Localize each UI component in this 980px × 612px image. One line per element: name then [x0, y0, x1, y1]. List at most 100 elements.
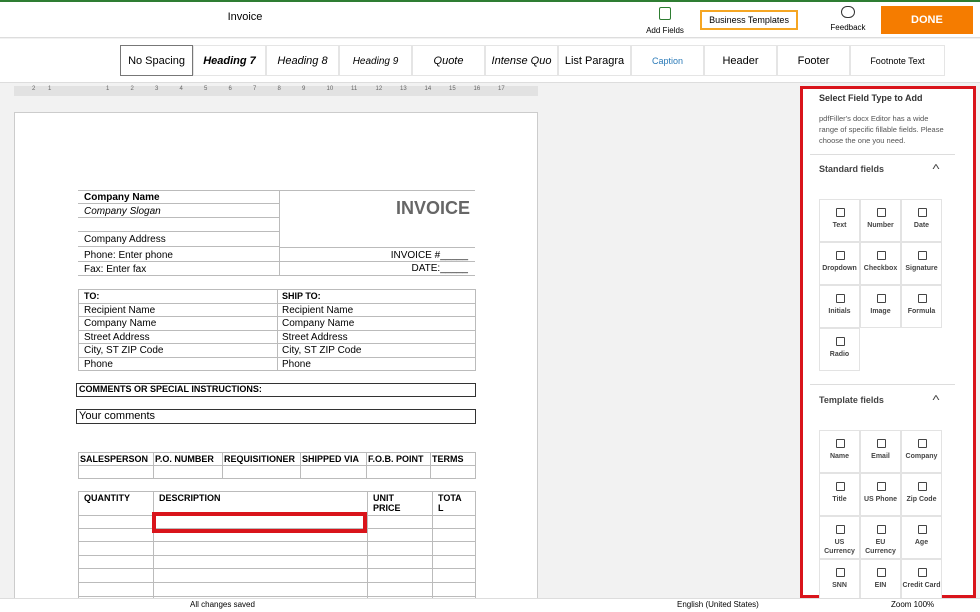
company-line: Company Slogan	[84, 206, 161, 217]
style-option[interactable]: Caption	[631, 45, 704, 76]
field-icon	[877, 525, 886, 534]
table-border	[78, 217, 280, 218]
field-button[interactable]: Image	[860, 285, 901, 328]
add-fields-icon[interactable]	[659, 7, 671, 20]
field-icon	[836, 208, 845, 217]
style-option[interactable]: Intense Quo	[485, 45, 558, 76]
field-label: Text	[832, 222, 847, 229]
company-line: Fax: Enter fax	[84, 264, 147, 275]
business-templates[interactable]: Business Templates	[700, 10, 798, 30]
table-border	[78, 357, 475, 358]
ruler-number: 6	[228, 86, 232, 92]
standard-title: Standard fields	[819, 164, 885, 174]
style-option[interactable]: Footnote Text	[850, 45, 945, 76]
field-button[interactable]: Number	[860, 199, 901, 242]
field-button[interactable]: Company	[901, 430, 942, 473]
done-button[interactable]: DONE	[881, 6, 973, 34]
ruler	[14, 86, 538, 96]
feedback-icon[interactable]	[841, 6, 855, 18]
language[interactable]: English (United States)	[677, 600, 759, 609]
zoom[interactable]: Zoom 100%	[891, 600, 935, 609]
style-option[interactable]: Heading 8	[266, 45, 339, 76]
ruler-number: 4	[179, 86, 183, 92]
field-button[interactable]: US Phone	[860, 473, 901, 516]
table-border	[475, 289, 476, 371]
ruler-number: 10	[326, 86, 334, 92]
feedback[interactable]: Feedback	[830, 23, 866, 32]
table-border	[222, 452, 223, 479]
style-option[interactable]: Quote	[412, 45, 485, 76]
table-border	[153, 452, 154, 479]
item-header: QUANTITY	[84, 493, 130, 503]
field-label: US Phone	[863, 496, 898, 503]
ruler-number: 12	[375, 86, 383, 92]
field-label: Company	[905, 453, 938, 460]
field-button[interactable]: Checkbox	[860, 242, 901, 285]
field-label: Dropdown	[822, 265, 857, 272]
field-button[interactable]: EU Currency	[860, 516, 901, 559]
order-header: SALESPERSON	[80, 454, 149, 464]
style-option[interactable]: No Spacing	[120, 45, 193, 76]
address-cell: Recipient Name	[282, 304, 354, 316]
field-button[interactable]: Dropdown	[819, 242, 860, 285]
order-header: SHIPPED VIA	[302, 454, 360, 464]
order-header: TERMS	[432, 454, 464, 464]
company-line: Phone: Enter phone	[84, 250, 173, 261]
field-button[interactable]: Zip Code	[901, 473, 942, 516]
field-button[interactable]: Text	[819, 199, 860, 242]
table-border	[280, 261, 475, 262]
ruler-number: 14	[424, 86, 432, 92]
field-button[interactable]: Name	[819, 430, 860, 473]
address-cell: City, ST ZIP Code	[84, 345, 164, 357]
table-border	[78, 190, 475, 191]
style-option[interactable]: List Paragra	[558, 45, 631, 76]
field-button[interactable]: Email	[860, 430, 901, 473]
table-border	[153, 491, 154, 598]
field-button[interactable]: Age	[901, 516, 942, 559]
field-button[interactable]: Credit Card	[901, 559, 942, 602]
field-icon	[877, 482, 886, 491]
style-option[interactable]: Header	[704, 45, 777, 76]
field-button[interactable]: Title	[819, 473, 860, 516]
ruler-number: 15	[449, 86, 456, 92]
ruler-number: 5	[204, 86, 208, 92]
field-icon	[877, 208, 886, 217]
ruler-number: 16	[473, 86, 481, 92]
field-button[interactable]: SNN	[819, 559, 860, 602]
table-border	[78, 343, 475, 345]
table-border	[78, 478, 475, 479]
style-option[interactable]: Heading 9	[339, 45, 412, 76]
add-fields[interactable]: Add Fields	[646, 26, 684, 35]
field-button[interactable]: Signature	[901, 242, 942, 285]
style-option[interactable]: Heading 7	[193, 45, 266, 76]
table-border	[279, 190, 280, 276]
style-option[interactable]: Footer	[777, 45, 850, 76]
field-button[interactable]: US Currency	[819, 516, 860, 559]
ruler-number: 2	[32, 86, 36, 92]
field-label: Radio	[829, 351, 850, 358]
field-icon	[836, 337, 845, 346]
chevron[interactable]: ˄	[931, 393, 941, 404]
order-header: REQUISITIONER	[224, 454, 296, 464]
field-label: Zip Code	[906, 496, 937, 503]
field-button[interactable]: EIN	[860, 559, 901, 602]
table-border	[78, 528, 475, 529]
field-button[interactable]: Formula	[901, 285, 942, 328]
field-button[interactable]: Date	[901, 199, 942, 242]
field-label: Signature	[905, 265, 938, 272]
field-icon	[836, 525, 845, 534]
table-border	[78, 246, 280, 247]
field-button[interactable]: Radio	[819, 328, 860, 371]
address-cell: Street Address	[84, 331, 150, 343]
address-cell: Company Name	[84, 318, 157, 330]
field-label: Title	[832, 496, 847, 503]
field-label: US Currency	[824, 539, 855, 555]
field-icon	[918, 251, 927, 260]
chevron[interactable]: ˄	[931, 162, 941, 173]
comments-header: COMMENTS OR SPECIAL INSTRUCTIONS:	[76, 383, 476, 397]
field-icon	[877, 294, 886, 303]
table-border	[78, 329, 475, 331]
section-divider	[810, 154, 955, 155]
field-button[interactable]: Initials	[819, 285, 860, 328]
